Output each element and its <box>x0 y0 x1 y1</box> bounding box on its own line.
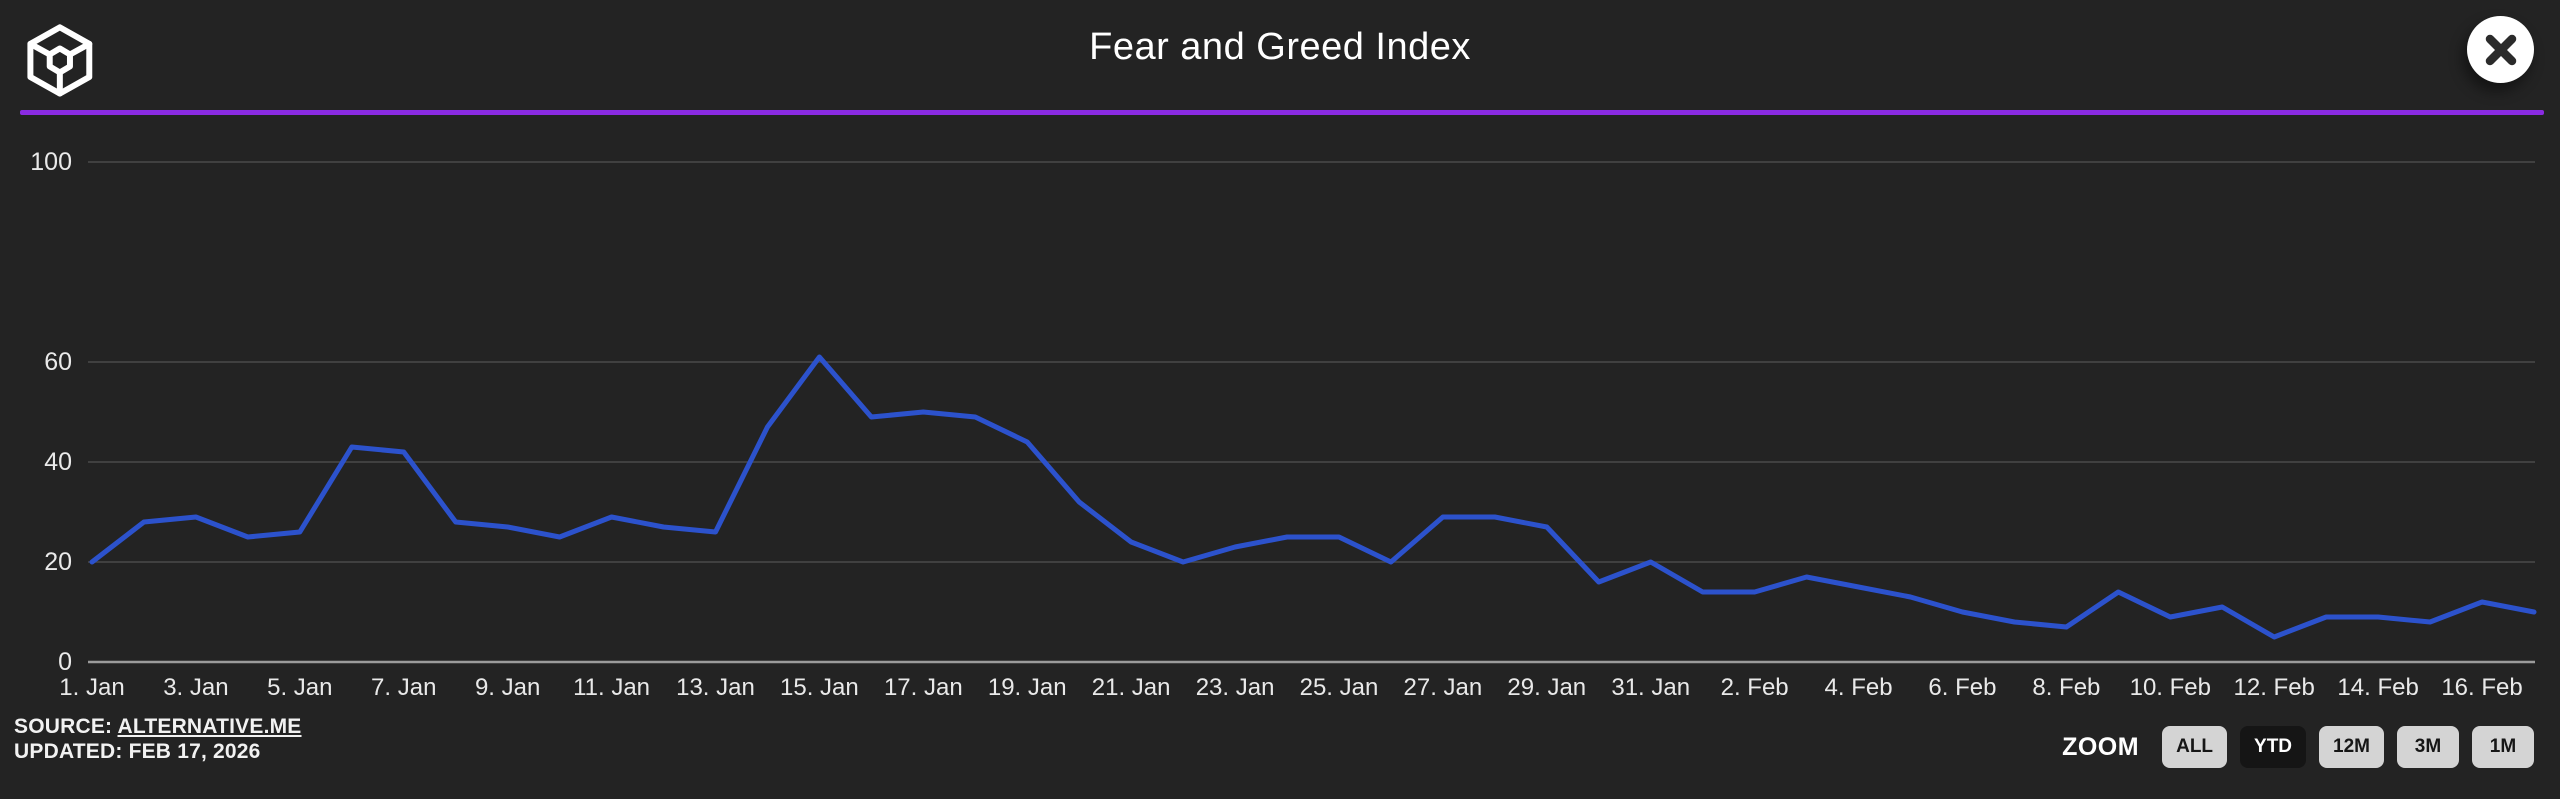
x-axis-label: 8. Feb <box>2032 674 2101 701</box>
x-axis-label: 6. Feb <box>1928 674 1997 701</box>
source-prefix: SOURCE: <box>14 715 118 738</box>
x-axis-label: 27. Jan <box>1403 674 1483 701</box>
x-axis-label: 16. Feb <box>2441 674 2523 701</box>
page-title: Fear and Greed Index <box>1089 26 1471 68</box>
x-axis-label: 15. Jan <box>780 674 859 701</box>
x-axis-label: 5. Jan <box>267 674 333 701</box>
close-button[interactable] <box>2467 16 2534 83</box>
x-axis-label: 31. Jan <box>1611 674 1691 701</box>
x-axis-label: 21. Jan <box>1091 674 1171 701</box>
y-axis-label: 60 <box>44 348 72 376</box>
y-axis-label: 0 <box>58 648 72 676</box>
close-icon <box>2485 34 2516 65</box>
zoom-button-all[interactable]: ALL <box>2162 726 2228 768</box>
zoom-button-1m[interactable]: 1M <box>2472 726 2534 768</box>
zoom-controls: ZOOM ALL YTD 12M 3M 1M <box>2062 726 2534 768</box>
cube-logo-icon <box>27 24 93 97</box>
x-axis-label: 4. Feb <box>1824 674 1893 701</box>
zoom-button-12m[interactable]: 12M <box>2319 726 2384 768</box>
x-axis-label: 13. Jan <box>676 674 755 701</box>
x-axis-label: 10. Feb <box>2129 674 2211 701</box>
x-axis-label: 7. Jan <box>371 674 437 701</box>
y-axis-label: 40 <box>44 448 72 476</box>
x-axis-label: 19. Jan <box>987 674 1067 701</box>
index-line-series <box>89 354 2537 640</box>
x-axis-label: 3. Jan <box>163 674 229 701</box>
x-axis-label: 23. Jan <box>1195 674 1275 701</box>
y-axis-label: 100 <box>30 148 72 176</box>
y-axis-label: 20 <box>44 548 72 576</box>
x-axis-label: 14. Feb <box>2337 674 2419 701</box>
source-link[interactable]: ALTERNATIVE.ME <box>117 715 302 738</box>
accent-divider <box>20 110 2544 115</box>
x-axis-label: 2. Feb <box>1720 674 1789 701</box>
x-axis-label: 1. Jan <box>59 674 125 701</box>
zoom-button-3m[interactable]: 3M <box>2397 726 2459 768</box>
updated-line: UPDATED: FEB 17, 2026 <box>14 740 261 763</box>
x-axis-label: 9. Jan <box>474 674 541 701</box>
x-axis-label: 25. Jan <box>1299 674 1379 701</box>
x-axis-label: 11. Jan <box>573 674 651 701</box>
x-axis-label: 29. Jan <box>1507 674 1587 701</box>
source-block: SOURCE: ALTERNATIVE.ME UPDATED: FEB 17, … <box>14 714 302 764</box>
zoom-label: ZOOM <box>2062 732 2140 761</box>
x-axis-label: 17. Jan <box>883 674 963 701</box>
x-axis-label: 12. Feb <box>2233 674 2315 701</box>
zoom-button-ytd[interactable]: YTD <box>2240 726 2307 768</box>
source-line: SOURCE: ALTERNATIVE.ME <box>14 714 302 739</box>
